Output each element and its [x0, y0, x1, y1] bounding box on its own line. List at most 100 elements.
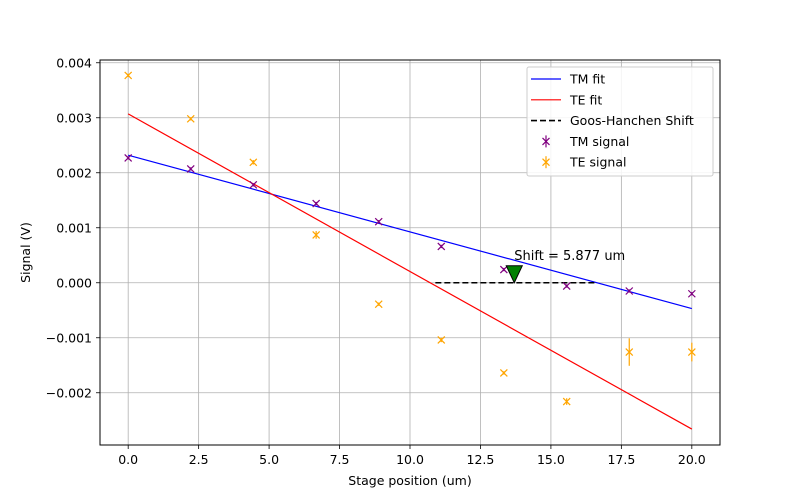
x-marker [374, 300, 383, 309]
legend-item-goos-hanchen-shift: Goos-Hanchen Shift [531, 113, 694, 128]
te-signal-point [124, 71, 133, 80]
x-marker-stroke [499, 265, 508, 274]
x-marker-stroke [312, 199, 321, 208]
x-axis: 0.0 2.5 5.0 7.5 10.0 12.5 15.0 17.5 20.0 [118, 445, 706, 467]
x-marker [687, 289, 696, 298]
x-marker [687, 348, 696, 356]
tm-signal-point [437, 242, 446, 251]
x-marker-stroke [374, 217, 383, 226]
tm-signal-point [562, 282, 571, 290]
x-marker [437, 336, 446, 344]
x-marker-stroke [562, 282, 571, 290]
y-tick-label: −0.001 [46, 330, 92, 345]
x-marker-stroke [186, 114, 195, 123]
x-marker-stroke [374, 300, 383, 309]
y-tick-label: 0.003 [56, 110, 92, 125]
x-marker [437, 242, 446, 251]
shift-marker-triangle [505, 265, 524, 284]
x-marker-stroke [687, 289, 696, 298]
y-tick-label: 0.000 [56, 275, 92, 290]
shift-annotation: Shift = 5.877 um [505, 249, 625, 284]
x-marker [499, 369, 508, 377]
tm-signal-point [186, 164, 195, 173]
legend-box [526, 66, 714, 177]
x-tick-label: 10.0 [396, 452, 424, 467]
x-marker-stroke [124, 71, 133, 80]
te-signal-point [186, 114, 195, 123]
tm-signal-point [625, 287, 634, 295]
te-signal-point [687, 342, 696, 362]
shift-annotation-text: Shift = 5.877 um [514, 249, 625, 264]
te-signal-point [312, 230, 321, 239]
x-tick-label: 12.5 [467, 452, 495, 467]
tm-signal-point [374, 217, 383, 226]
x-marker [499, 265, 508, 274]
x-marker [562, 282, 571, 290]
y-tick-label: 0.004 [56, 55, 92, 70]
x-marker [186, 114, 195, 123]
x-marker [249, 158, 258, 167]
x-marker [625, 348, 634, 356]
x-marker-stroke [249, 180, 258, 189]
legend-label: TM fit [569, 72, 605, 87]
x-tick-label: 20.0 [678, 452, 706, 467]
legend-swatch-marker [542, 137, 550, 146]
plot-area [124, 71, 696, 430]
legend-item-tm-fit: TM fit [531, 72, 605, 87]
te-signal-point [437, 336, 446, 344]
x-marker-stroke [186, 164, 195, 173]
x-marker [625, 287, 634, 295]
y-axis: −0.002 −0.001 0.000 0.001 0.002 0.003 0.004 [46, 55, 100, 400]
legend-swatch-marker [542, 158, 550, 167]
y-tick-label: −0.002 [46, 385, 92, 400]
y-tick-label: 0.002 [56, 165, 92, 180]
x-marker-stroke [312, 230, 321, 239]
x-marker-stroke [499, 369, 508, 377]
x-tick-label: 5.0 [259, 452, 279, 467]
legend-item-te-signal: TE signal [542, 155, 626, 170]
x-marker [124, 71, 133, 80]
te-signal-point [499, 369, 508, 377]
x-marker-stroke [687, 348, 696, 356]
x-marker-stroke [562, 397, 571, 406]
x-axis-label: Stage position (um) [348, 473, 471, 488]
x-marker [374, 217, 383, 226]
te-signal-point [374, 300, 383, 309]
x-tick-label: 2.5 [189, 452, 209, 467]
te-fit-line [127, 113, 693, 430]
x-marker-stroke [625, 348, 634, 356]
x-marker-stroke [542, 137, 550, 146]
legend: TM fit TE fit Goos-Hanchen Shift TM signal T… [526, 66, 714, 177]
x-marker-stroke [249, 158, 258, 167]
tm-signal-point [499, 265, 508, 274]
x-tick-label: 0.0 [118, 452, 138, 467]
x-marker [562, 397, 571, 406]
tm-signal-point [687, 289, 696, 298]
x-marker-stroke [542, 158, 550, 167]
legend-item-tm-signal: TM signal [542, 134, 629, 149]
te-signal-point [562, 397, 571, 406]
legend-label: TM signal [569, 134, 629, 149]
te-signal-point [249, 158, 258, 167]
x-marker [249, 180, 258, 189]
x-marker [124, 153, 133, 162]
x-marker-stroke [437, 242, 446, 251]
tm-signal-point [312, 199, 321, 208]
tm-signal-point [249, 180, 258, 189]
legend-label: Goos-Hanchen Shift [570, 113, 694, 128]
tm-fit-line [128, 154, 692, 310]
te-signal-point [625, 338, 634, 366]
x-tick-label: 7.5 [330, 452, 350, 467]
x-marker [312, 199, 321, 208]
legend-label: TE signal [569, 155, 626, 170]
x-tick-label: 15.0 [537, 452, 565, 467]
x-marker-stroke [124, 153, 133, 162]
y-tick-label: 0.001 [56, 220, 92, 235]
legend-item-te-fit: TE fit [531, 92, 602, 107]
x-marker [186, 164, 195, 173]
x-tick-label: 17.5 [607, 452, 635, 467]
y-axis-label: Signal (V) [18, 222, 33, 283]
x-marker [312, 230, 321, 239]
tm-signal-point [124, 153, 133, 162]
